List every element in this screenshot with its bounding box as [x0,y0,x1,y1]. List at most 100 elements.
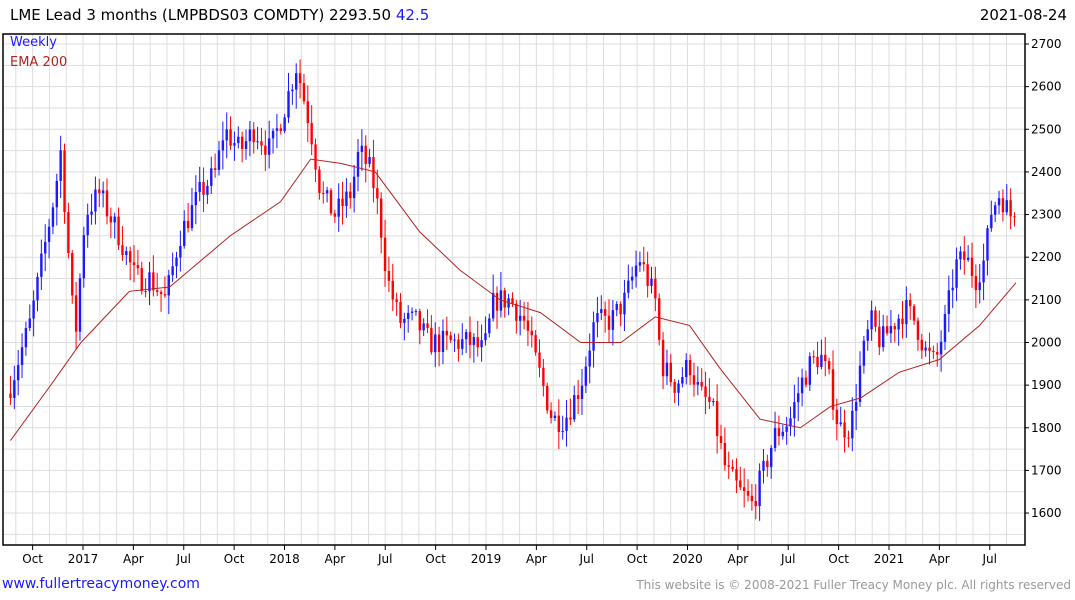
plot-frame [2,33,1026,546]
candle-body [700,381,703,387]
candle-body [715,401,719,437]
candle-body [870,310,873,330]
candle-body [318,169,321,193]
candle-body [445,330,449,336]
candle-body [615,303,618,311]
candle-body [1009,200,1012,217]
candle-body [74,295,78,332]
candle-body [928,347,931,351]
candle-body [970,257,974,277]
candle-body [596,312,599,323]
candle-body [491,292,495,319]
chart-date: 2021-08-24 [979,6,1067,24]
candle-body [20,347,24,365]
x-tick-label: Oct [425,552,446,566]
candle-body [140,268,143,292]
candle-body [993,205,997,215]
candle-body [824,354,827,362]
candle-body [132,262,136,266]
candle-body [391,280,394,300]
x-tick-label: Oct [224,552,245,566]
candle-body [349,191,352,199]
candle-body [746,490,750,496]
candle-body [32,300,35,319]
candle-body [712,401,715,403]
copyright-text: This website is © 2008-2021 Fuller Treac… [636,578,1071,592]
candle-body [210,168,213,186]
candle-body [28,318,31,328]
candle-body [387,270,391,281]
candle-body [534,335,537,353]
candle-body [314,144,317,170]
candle-body [437,334,441,352]
candle-body [418,311,421,331]
candle-body [310,123,313,145]
candle-body [843,422,846,438]
candle-body [399,301,402,323]
candle-body [862,340,866,366]
candle-body [449,335,452,340]
candle-body [600,309,603,313]
candle-body [260,141,263,146]
candle-body [306,101,310,124]
candle-body [565,417,568,431]
candle-body [109,216,113,223]
candle-body [94,189,97,212]
candle-body [472,337,476,345]
candle-body [82,235,86,279]
candle-body [638,262,642,266]
candle-body [453,339,456,341]
y-tick-label: 2100 [1031,293,1062,307]
y-tick-label: 1700 [1031,463,1062,477]
website-link[interactable]: www.fullertreacymoney.com [2,576,200,592]
candle-body [909,299,912,307]
candle-body [800,377,804,394]
candle-body [279,128,282,132]
candle-body [495,292,499,311]
candle-body [912,306,916,321]
candle-body [885,326,889,334]
candle-body [117,216,120,246]
y-tick-label: 1800 [1031,421,1062,435]
x-tick-label: Jul [377,552,392,566]
candle-body [526,320,530,331]
candle-body [59,150,62,181]
y-tick-label: 2400 [1031,165,1062,179]
candle-body [851,410,854,439]
candle-body [90,211,93,215]
candle-body [542,367,545,386]
candle-body [688,360,692,376]
candle-body [827,361,831,370]
y-tick-label: 2300 [1031,208,1062,222]
candle-body [692,375,696,385]
candle-body [878,326,881,348]
candle-body [325,190,329,194]
candle-body [673,382,676,393]
title-text: LME Lead 3 months (LMPBDS03 COMDTY) 2293… [10,6,392,24]
legend-ema-200: EMA 200 [10,55,67,70]
candle-body [233,143,236,146]
candle-body [758,470,761,507]
candle-body [932,350,935,353]
candle-body [372,157,375,189]
candle-body [777,428,781,437]
candle-body [341,198,344,207]
candle-body [754,501,757,507]
candle-body [573,395,576,420]
candle-body [959,251,962,260]
x-tick-label: Jul [982,552,997,566]
candle-body [920,339,924,351]
candle-body [47,226,51,242]
candle-body [762,460,765,471]
x-tick-label: 2019 [471,552,502,566]
candle-body [360,145,364,152]
candle-body [364,145,367,164]
candle-body [86,214,89,236]
candle-body [766,460,769,468]
candle-body [963,251,966,260]
candle-body [611,310,615,330]
candle-body [951,287,954,291]
candle-body [198,182,201,193]
candle-body [55,180,58,208]
candle-body [854,401,858,411]
